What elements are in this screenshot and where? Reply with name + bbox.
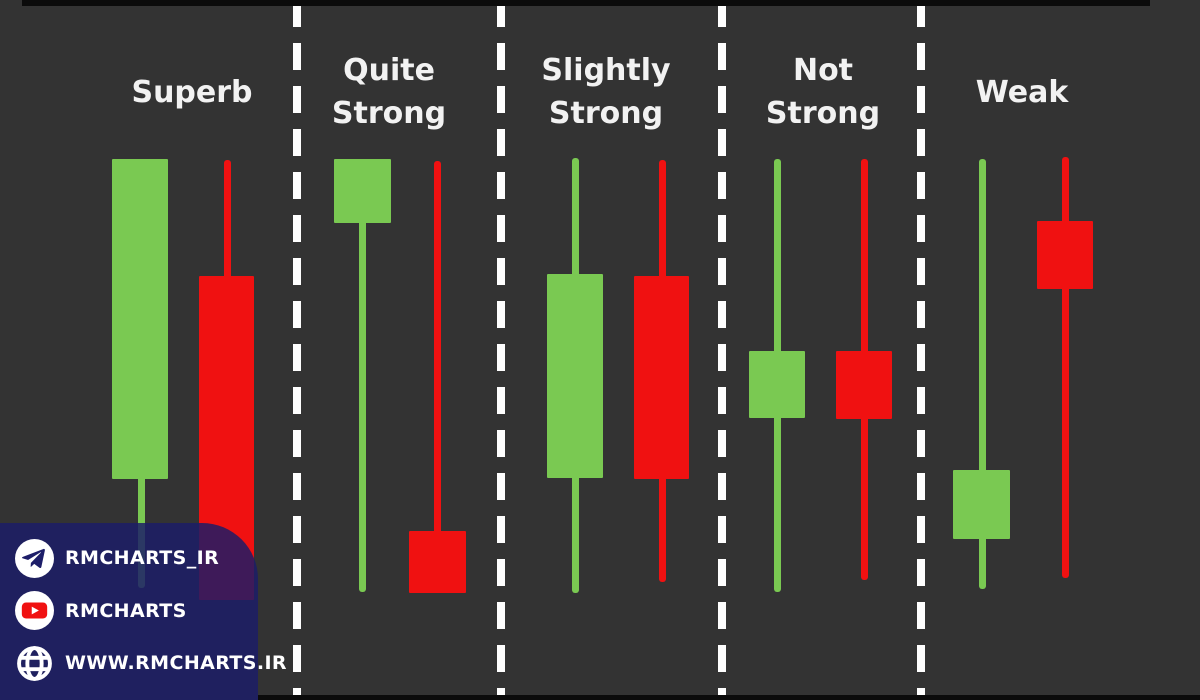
candle-wick-bearish [1061, 157, 1069, 578]
label-line: Strong [331, 96, 447, 131]
section-divider [917, 0, 925, 700]
candle-body-bearish [409, 531, 466, 593]
candle-body-bullish [547, 274, 603, 478]
label-line: Strong [548, 96, 664, 131]
candle-body-bullish [953, 470, 1010, 539]
section-label-slightly-strong: Slightly Strong [541, 46, 670, 138]
globe-icon [17, 645, 52, 681]
section-label-weak: Weak [976, 46, 1069, 138]
candle-body-bullish [334, 159, 391, 223]
telegram-icon [15, 538, 54, 578]
social-panel: RMCHARTS_IR RMCHARTS WWW.RMCHARTS.IR [0, 523, 287, 700]
label-line: Not [792, 53, 854, 88]
website-row: WWW.RMCHARTS.IR [0, 644, 287, 683]
candle-wick-bullish [978, 159, 986, 589]
youtube-handle: RMCHARTS [65, 599, 187, 622]
section-label-superb: Superb [131, 46, 252, 138]
website-url: WWW.RMCHARTS.IR [65, 652, 287, 674]
label-line: Strong [765, 96, 881, 131]
candle-wick-bullish [358, 159, 366, 592]
label-line: Superb [131, 74, 253, 110]
top-border-bar [22, 0, 1150, 6]
candle-body-bearish [634, 276, 689, 479]
section-label-quite-strong: Quite Strong [332, 46, 446, 138]
section-label-not-strong: Not Strong [766, 46, 880, 138]
label-line: Weak [975, 74, 1069, 110]
label-line: Slightly [541, 53, 671, 88]
candle-body-bullish [112, 159, 168, 479]
candle-body-bearish [1037, 221, 1093, 289]
candle-wick-bearish [433, 161, 441, 593]
youtube-row: RMCHARTS [0, 591, 258, 630]
candle-body-bearish [836, 351, 892, 419]
youtube-icon [15, 591, 54, 630]
label-line: Quite [343, 53, 435, 88]
candle-body-bullish [749, 351, 805, 418]
section-divider [293, 0, 301, 700]
telegram-handle: RMCHARTS_IR [65, 547, 220, 569]
section-divider [718, 0, 726, 700]
section-divider [497, 0, 505, 700]
telegram-row: RMCHARTS_IR [0, 538, 258, 578]
bottom-border-bar [258, 695, 1200, 700]
